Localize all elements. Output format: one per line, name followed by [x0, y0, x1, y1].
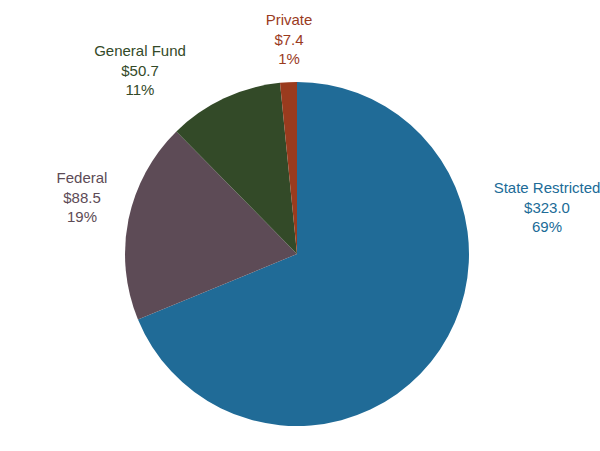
label-line: $50.7 — [121, 62, 159, 79]
data-labels: State Restricted $323.0 69% Federal $88.5 19%… — [57, 11, 600, 235]
label-line: 11% — [126, 81, 155, 98]
label-line: $7.4 — [274, 31, 303, 48]
label-line: $323.0 — [524, 199, 570, 216]
pie — [125, 82, 469, 426]
slice-label: General Fund $50.7 11% — [94, 42, 186, 98]
pie-slice — [176, 83, 297, 254]
label-line: Private — [266, 11, 313, 28]
slice-label: State Restricted $323.0 69% — [494, 179, 600, 235]
pie-slice — [280, 82, 297, 254]
chart: State Restricted $323.0 69% Federal $88.5 19%… — [0, 0, 600, 451]
label-line: $88.5 — [63, 189, 101, 206]
label-line: 19% — [67, 208, 97, 225]
slice-label: Private $7.4 1% — [266, 11, 313, 67]
label-line: 69% — [532, 218, 562, 235]
label-line: State Restricted — [494, 179, 600, 196]
label-line: 1% — [278, 50, 300, 67]
label-line: General Fund — [94, 42, 186, 59]
slice-label: Federal $88.5 19% — [57, 169, 108, 225]
label-line: Federal — [57, 169, 108, 186]
slices — [125, 82, 469, 426]
